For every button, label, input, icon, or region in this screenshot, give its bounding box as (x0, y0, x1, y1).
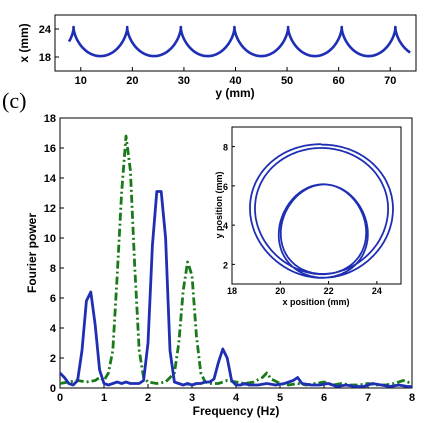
inset-x-tick-label: 18 (227, 286, 237, 296)
inset-x-tick-label: 20 (275, 286, 285, 296)
fourier-y-tick-label: 10 (44, 233, 56, 245)
fourier-x-tick-label: 3 (189, 392, 195, 404)
fourier-x-axis-label: Frequency (Hz) (193, 404, 280, 418)
fourier-y-tick-label: 12 (44, 203, 56, 215)
inset-series-line (249, 143, 394, 279)
fourier-x-tick-label: 5 (277, 392, 283, 404)
fourier-y-tick-label: 18 (44, 113, 56, 125)
trajectory-y-axis-label: x (mm) (17, 23, 31, 62)
inset-x-tick-label: 24 (372, 286, 382, 296)
trajectory-x-tick-label: 70 (384, 75, 396, 87)
fourier-y-tick-label: 8 (50, 263, 56, 275)
fourier-y-tick-label: 4 (50, 323, 57, 335)
trajectory-x-tick-label: 10 (75, 75, 87, 87)
fourier-series-solid (58, 190, 412, 388)
fourier-x-tick-label: 0 (57, 392, 63, 404)
inset-y-tick-label: 4 (223, 221, 228, 231)
inset-plot-frame (231, 126, 402, 285)
panel-label: (c) (2, 88, 26, 113)
inset-x-axis-label: x position (mm) (283, 297, 350, 307)
fourier-y-tick-label: 14 (44, 173, 57, 185)
inset-y-tick-label: 6 (223, 182, 228, 192)
inset-x-tick-label: 22 (324, 286, 334, 296)
inset-y-tick-label: 2 (223, 260, 228, 270)
fourier-y-tick-label: 2 (50, 353, 56, 365)
fourier-x-tick-label: 4 (233, 392, 240, 404)
fourier-y-axis-label: Fourier power (25, 213, 39, 293)
fourier-x-tick-label: 7 (365, 392, 371, 404)
fourier-series-dashdot (59, 134, 413, 387)
fourier-x-tick-label: 8 (409, 392, 415, 404)
trajectory-y-tick-label: 18 (39, 52, 51, 64)
fourier-x-tick-label: 6 (321, 392, 327, 404)
trajectory-series-line (67, 25, 411, 58)
inset-y-axis-label: y position (mm) (214, 171, 224, 238)
trajectory-x-tick-label: 60 (333, 75, 345, 87)
trajectory-x-tick-label: 30 (178, 75, 190, 87)
trajectory-chart: 10 20 30 40 50 60 70 18 24 y (mm) x (mm) (17, 14, 417, 100)
fourier-y-tick-label: 16 (44, 143, 56, 155)
trajectory-x-tick-label: 20 (126, 75, 138, 87)
fourier-y-tick-label: 0 (50, 383, 56, 395)
trajectory-x-tick-label: 50 (281, 75, 293, 87)
trajectory-x-axis-label: y (mm) (215, 86, 254, 100)
trajectory-x-tick-label: 40 (229, 75, 241, 87)
inset-y-tick-label: 8 (223, 143, 228, 153)
trajectory-y-tick-label: 24 (39, 24, 52, 36)
fourier-y-tick-label: 6 (50, 293, 56, 305)
trajectory-plot-frame (54, 14, 417, 72)
inset-background (232, 127, 401, 284)
fourier-x-tick-label: 1 (101, 392, 107, 404)
fourier-x-tick-label: 2 (145, 392, 151, 404)
